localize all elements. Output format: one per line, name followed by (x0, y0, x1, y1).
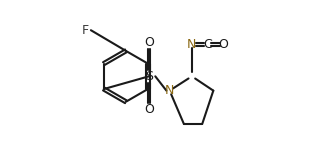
Text: N: N (187, 38, 197, 51)
Text: O: O (144, 36, 154, 49)
Text: S: S (145, 70, 153, 83)
Text: O: O (144, 103, 154, 116)
Text: F: F (82, 24, 89, 37)
Text: O: O (219, 38, 229, 51)
Text: C: C (203, 38, 212, 51)
Text: N: N (165, 84, 174, 97)
